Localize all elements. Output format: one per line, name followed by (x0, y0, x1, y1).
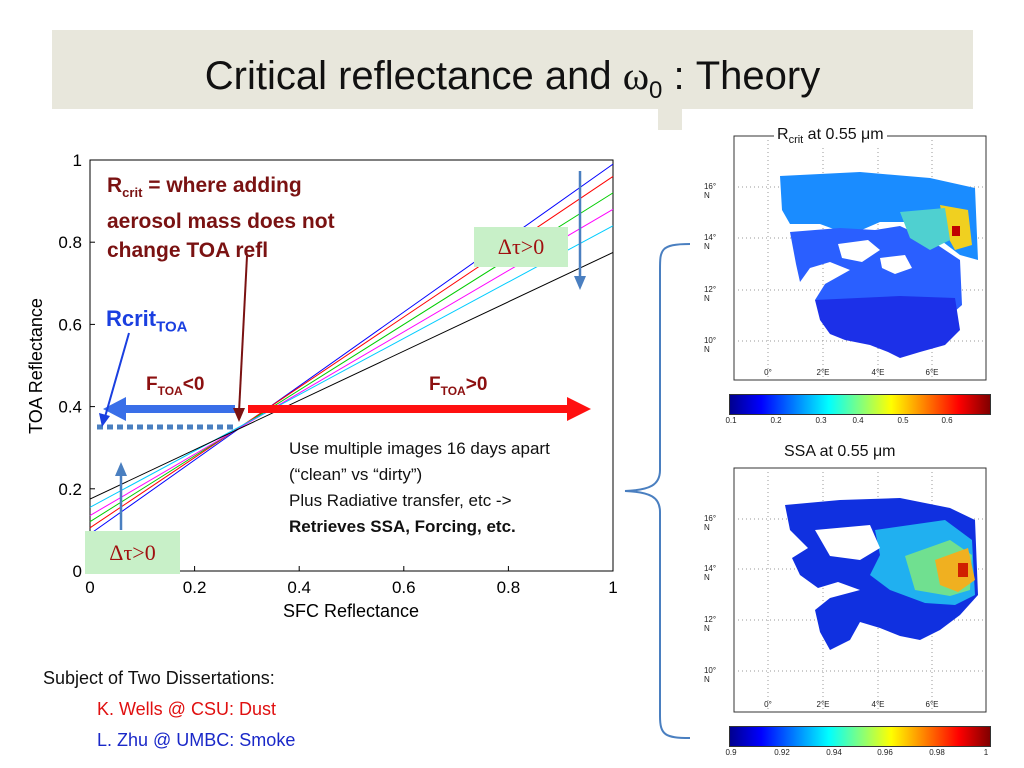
delta-tau-arrow-bottom-head (115, 462, 127, 476)
map-rcrit-title: Rcrit at 0.55 μm (774, 126, 887, 147)
callout-line-1: Rcrit = where adding (107, 174, 302, 201)
y-tick-label: 0 (73, 562, 82, 581)
callout-line-3: change TOA refl (107, 239, 269, 263)
rcrit-pointer-line (104, 332, 130, 418)
x-tick-label: 0.4 (287, 578, 311, 597)
map-rcrit-lon-2: 2°E (816, 368, 830, 377)
map-rcrit-lat-10: 10° N (703, 336, 717, 354)
callout-line-2: aerosol mass does not (107, 210, 335, 234)
f-negative-arrow-head (103, 397, 126, 421)
x-ticks: 0 0.2 0.4 0.6 0.8 1 (85, 566, 618, 597)
map-ssa (733, 467, 987, 713)
slide-title: Critical reflectance and ω0 : Theory (52, 52, 973, 105)
callout-pointer-line (238, 255, 248, 413)
cbar1-tick-1: 0.2 (770, 416, 782, 425)
y-tick-label: 0.2 (58, 480, 82, 499)
map-rcrit-hot-pixel (952, 226, 960, 236)
desc-line-2: (“clean” vs “dirty”) (289, 465, 423, 484)
cbar1-tick-3: 0.4 (852, 416, 864, 425)
map-ssa-lon-6: 6°E (925, 700, 939, 709)
map-rcrit-data-green (900, 208, 950, 250)
map-ssa-lon-0: 0° (764, 700, 772, 709)
f-positive-label: FTOA>0 (429, 374, 488, 398)
map-ssa-lat-14: 14° N (703, 564, 717, 582)
map-ssa-lat-16: 16° N (703, 514, 717, 532)
cbar1-tick-0: 0.1 (725, 416, 737, 425)
y-tick-label: 0.8 (58, 233, 82, 252)
cbar1-tick-5: 0.6 (941, 416, 953, 425)
delta-tau-arrow-top-head (574, 276, 586, 290)
delta-tau-box-bottom: Δτ>0 (85, 531, 180, 574)
map-ssa-lon-4: 4°E (871, 700, 885, 709)
method-description: Use multiple images 16 days apart (“clea… (289, 436, 550, 540)
desc-line-1: Use multiple images 16 days apart (289, 439, 550, 458)
map-rcrit-lat-16: 16° N (703, 182, 717, 200)
title-rest: : Theory (662, 54, 821, 98)
map-rcrit-colorbar (729, 394, 991, 415)
y-axis-label: TOA Reflectance (26, 298, 46, 434)
map-rcrit-data-top (780, 172, 978, 260)
x-tick-label: 1 (608, 578, 617, 597)
rcrit-toa-label: RcritTOA (106, 306, 188, 336)
series-line-5 (89, 252, 614, 500)
map-rcrit-gap (838, 240, 880, 262)
brace (624, 243, 691, 739)
cbar2-tick-4: 0.98 (929, 748, 945, 757)
map-ssa-lon-2: 2°E (816, 700, 830, 709)
map-ssa-hot-pixel (958, 563, 968, 577)
map-ssa-colorbar (729, 726, 991, 747)
title-omega-sub: 0 (649, 77, 663, 104)
rcrit-callout: Rcrit = where adding aerosol mass does n… (107, 171, 335, 265)
map-ssa-gap (815, 525, 880, 560)
map-rcrit-lat-14: 14° N (703, 233, 717, 251)
x-tick-label: 0.6 (392, 578, 416, 597)
title-text: Critical reflectance and (204, 54, 623, 98)
y-tick-label: 0.4 (58, 398, 82, 417)
dissertation-zhu: L. Zhu @ UMBC: Smoke (97, 730, 296, 750)
dissertation-wells: K. Wells @ CSU: Dust (97, 699, 276, 719)
map-ssa-lat-10: 10° N (703, 666, 717, 684)
title-notch (658, 108, 682, 130)
map-rcrit-lon-0: 0° (764, 368, 772, 377)
cbar2-tick-2: 0.94 (826, 748, 842, 757)
y-ticks: 0 0.2 0.4 0.6 0.8 1 (58, 151, 95, 581)
cbar2-tick-5: 1 (983, 748, 989, 757)
cbar1-tick-4: 0.5 (897, 416, 909, 425)
callout-pointer-head (233, 408, 245, 422)
map-rcrit-gap2 (880, 255, 912, 274)
map-rcrit (733, 135, 987, 381)
x-tick-label: 0 (85, 578, 94, 597)
cbar2-tick-3: 0.96 (877, 748, 893, 757)
desc-line-3: Plus Radiative transfer, etc -> (289, 491, 512, 510)
series-line-0 (89, 163, 614, 535)
plot-frame (89, 159, 614, 572)
title-omega: ω (622, 53, 650, 98)
y-tick-label: 1 (73, 151, 82, 170)
x-tick-label: 0.2 (183, 578, 207, 597)
map-rcrit-lat-12: 12° N (703, 285, 717, 303)
map-ssa-lat-12: 12° N (703, 615, 717, 633)
map-ssa-data-hotspot (935, 548, 975, 592)
f-negative-label: FTOA<0 (146, 374, 205, 398)
delta-tau-box-top: Δτ>0 (474, 227, 568, 267)
cbar2-tick-1: 0.92 (774, 748, 790, 757)
map-rcrit-lon-4: 4°E (871, 368, 885, 377)
f-positive-arrow-head (567, 397, 591, 421)
dissertations-heading: Subject of Two Dissertations: (43, 668, 275, 688)
y-tick-label: 0.6 (58, 315, 82, 334)
dissertations-note: Subject of Two Dissertations: K. Wells @… (43, 663, 295, 756)
map-ssa-title: SSA at 0.55 μm (781, 443, 899, 461)
x-axis-label: SFC Reflectance (283, 601, 419, 621)
x-tick-label: 0.8 (497, 578, 521, 597)
desc-line-4: Retrieves SSA, Forcing, etc. (289, 517, 516, 536)
title-band (52, 30, 973, 109)
map-rcrit-lon-6: 6°E (925, 368, 939, 377)
cbar1-tick-2: 0.3 (815, 416, 827, 425)
series-line-4 (89, 225, 614, 508)
map-rcrit-data-south (815, 296, 960, 358)
rcrit-pointer-head (99, 413, 110, 427)
cbar2-tick-0: 0.9 (725, 748, 737, 757)
